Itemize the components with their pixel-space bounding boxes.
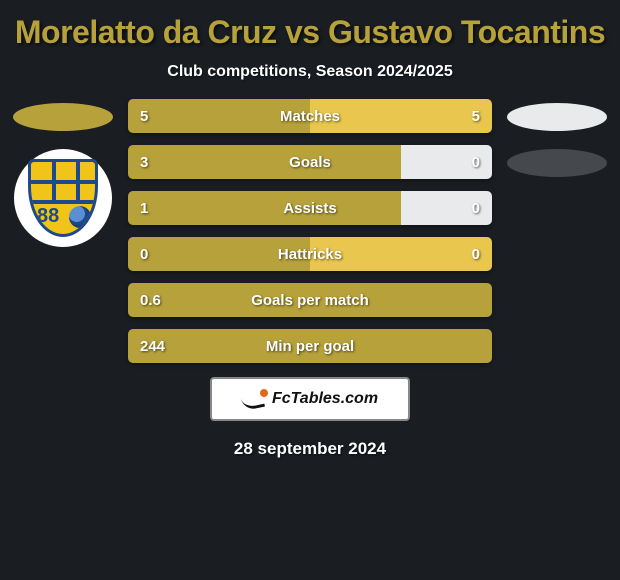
- page-title: Morelatto da Cruz vs Gustavo Tocantins: [0, 8, 620, 53]
- stat-row: 0Hattricks0: [128, 237, 492, 271]
- stat-row: 1Assists0: [128, 191, 492, 225]
- brand-text: FcTables.com: [272, 390, 378, 408]
- club-badge-placeholder: [507, 149, 607, 177]
- brand-badge: FcTables.com: [210, 377, 410, 421]
- left-player-column: 88: [8, 99, 118, 247]
- player-photo-placeholder: [13, 103, 113, 131]
- shield-number: 88: [37, 205, 59, 228]
- brand-logo-icon: [242, 390, 266, 408]
- right-player-column: [502, 99, 612, 177]
- stat-row: 0.6Goals per match: [128, 283, 492, 317]
- stat-bars: 5Matches5 3Goals0 1Assists0 0Hattricks0 0.6G…: [118, 99, 502, 363]
- content-row: 88 5Matches5 3Goals0 1Assists0 0Hattricks0 0…: [0, 99, 620, 363]
- date-label: 28 september 2024: [0, 439, 620, 459]
- subtitle: Club competitions, Season 2024/2025: [0, 63, 620, 81]
- player-photo-placeholder: [507, 103, 607, 131]
- stat-row: 5Matches5: [128, 99, 492, 133]
- stat-row: 3Goals0: [128, 145, 492, 179]
- soccer-ball-icon: [69, 206, 91, 228]
- club-badge: 88: [14, 149, 112, 247]
- stat-row: 244Min per goal: [128, 329, 492, 363]
- shield-icon: 88: [28, 159, 98, 237]
- comparison-card: Morelatto da Cruz vs Gustavo Tocantins C…: [0, 0, 620, 459]
